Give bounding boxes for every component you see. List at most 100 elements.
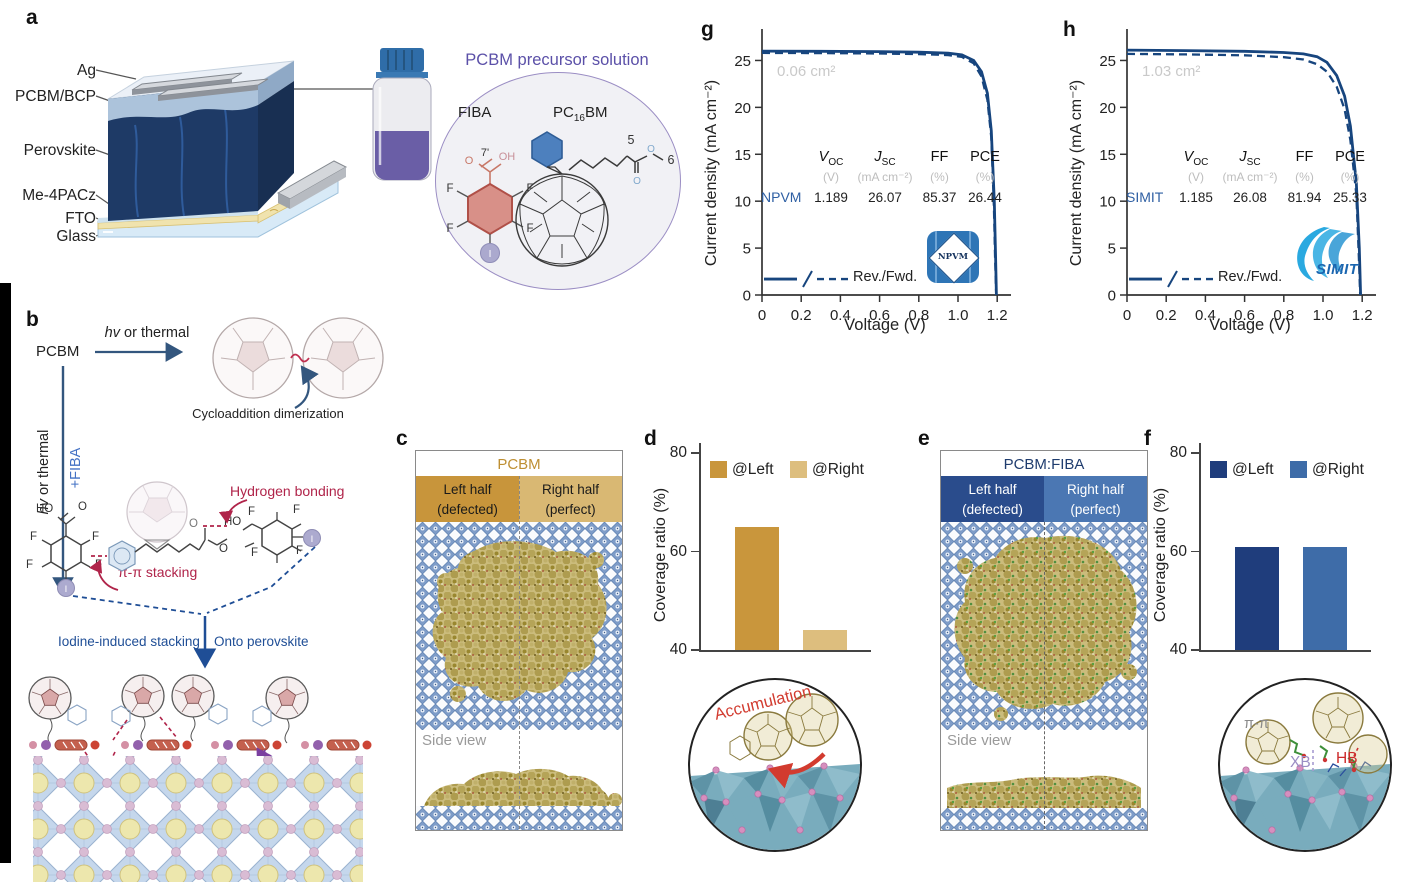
svg-text:10: 10 (734, 194, 751, 211)
hb-label: HB (1336, 750, 1358, 767)
sim-title-pcbm-fiba: PCBM:FIBA (1003, 456, 1085, 473)
panel-label-a: a (26, 6, 38, 29)
atom-o: O (189, 518, 198, 530)
layer-label-perovskite: Perovskite (23, 142, 96, 159)
svg-text:15: 15 (734, 147, 751, 164)
pi-stacking-label: π-π stacking (118, 564, 198, 580)
side-view-label: Side view (422, 732, 487, 749)
interactions-3d-render (1220, 692, 1390, 850)
h-jv-table: VOC JSC FF PCE (V) (mA cm⁻²) (%) (%) SIM… (1126, 149, 1367, 205)
svg-text:O: O (647, 144, 655, 155)
precursor-solution-oval (435, 72, 681, 290)
svg-text:5: 5 (1108, 241, 1116, 258)
g-y-axis-label: Current density (mA cm⁻²) (703, 79, 720, 267)
g-legend-label: Rev./Fwd. (853, 269, 918, 285)
atom-f: F (92, 531, 100, 543)
svg-text:0: 0 (1108, 288, 1116, 305)
svg-text:I: I (489, 249, 492, 260)
svg-text:0: 0 (743, 288, 751, 305)
g-jv-table: VOC JSC FF PCE (V) (mA cm⁻²) (%) (%) NPV… (761, 149, 1002, 205)
svg-text:25: 25 (1099, 53, 1116, 70)
svg-text:0.8: 0.8 (908, 307, 929, 324)
svg-text:F: F (526, 223, 533, 235)
hydrogen-bonding-label: Hydrogen bonding (230, 483, 345, 499)
g-area-label: 0.06 cm² (777, 63, 836, 80)
svg-text:20: 20 (1099, 100, 1116, 117)
atom-f: F (30, 531, 38, 543)
panel-e-simulation: PCBM:FIBA Left half (defected) Right half… (940, 450, 1148, 831)
svg-text:0.8: 0.8 (1273, 307, 1294, 324)
right-half-header: Right half (perfect) (519, 476, 622, 522)
h-y-axis-label: Current density (mA cm⁻²) (1068, 79, 1085, 267)
atom-f: F (293, 504, 301, 516)
svg-text:1.2: 1.2 (987, 307, 1008, 324)
atom-ho: HO (36, 503, 54, 515)
jv-chart-npvm: 0 5 10 15 20 25 0 0.2 0.4 0.6 0.8 1.0 1.2 Current de… (695, 15, 1055, 345)
left-half-header: Left half (defected) (416, 476, 519, 522)
svg-text:OH: OH (499, 151, 516, 163)
svg-text:0: 0 (1123, 307, 1131, 324)
xb-label: XB (1290, 754, 1311, 771)
cycloaddition-label: Cycloaddition dimerization (192, 406, 344, 421)
sim-title-pcbm: PCBM (497, 456, 541, 473)
svg-text:5: 5 (628, 133, 635, 147)
svg-text:15: 15 (1099, 147, 1116, 164)
h-x-axis-label: Voltage (V) (1209, 316, 1291, 334)
svg-text:7': 7' (481, 147, 489, 159)
layer-label-ag: Ag (77, 62, 96, 79)
side-view-label: Side view (947, 732, 1012, 749)
layer-label-pcbm-bcp: PCBM/BCP (15, 88, 96, 105)
simit-logo: SIMIT (1286, 223, 1378, 287)
accumulation-3d-render (690, 693, 860, 850)
svg-text:10: 10 (1099, 194, 1116, 211)
half-divider-line (519, 476, 520, 829)
svg-text:I: I (65, 584, 68, 595)
h-area-label: 1.03 cm² (1142, 63, 1201, 80)
half-divider-line (1044, 522, 1045, 829)
svg-text:0: 0 (758, 307, 766, 324)
device-3d-illustration (95, 48, 432, 238)
layer-label-fto: FTO (65, 210, 96, 227)
svg-text:25: 25 (734, 53, 751, 70)
svg-text:6: 6 (668, 153, 675, 167)
svg-text:O: O (633, 176, 641, 187)
svg-text:0.2: 0.2 (1156, 307, 1177, 324)
onto-perovskite-label: Onto perovskite (214, 634, 309, 649)
svg-text:O: O (465, 155, 474, 167)
left-half-header: Left half (defected) (941, 476, 1044, 522)
npvm-logo: NPVM (927, 231, 980, 284)
panel-label-f: f (1144, 427, 1151, 450)
svg-text:I: I (311, 534, 314, 545)
panel-label-h: h (1063, 18, 1076, 41)
panel-label-e: e (918, 427, 930, 450)
svg-text:0.6: 0.6 (869, 307, 890, 324)
accumulation-inset: Accumulation (688, 678, 862, 852)
layer-label-glass: Glass (56, 228, 96, 245)
panel-label-g: g (701, 18, 714, 41)
layer-label-me4pacz: Me-4PACz (22, 187, 96, 204)
svg-text:0.4: 0.4 (830, 307, 851, 324)
svg-text:1.0: 1.0 (1313, 307, 1334, 324)
atom-f: F (248, 506, 256, 518)
panel-label-d: d (644, 427, 657, 450)
sim-headers: Left half (defected) Right half (perfect) (941, 476, 1147, 522)
coverage-chart-pcbm: Coverage ratio (%) 40 60 80 @Left @Right (646, 437, 888, 669)
pcbm-text: PCBM (36, 343, 80, 360)
g-x-axis-label: Voltage (V) (844, 316, 926, 334)
svg-text:20: 20 (734, 100, 751, 117)
svg-text:F: F (446, 223, 453, 235)
svg-text:0.4: 0.4 (1195, 307, 1216, 324)
fiba-label: FIBA (458, 104, 492, 121)
pi-pi-label: π-π (1244, 716, 1269, 732)
atom-f: F (296, 545, 304, 557)
atom-f: F (26, 559, 34, 571)
svg-text:1.0: 1.0 (948, 307, 969, 324)
panel-c-simulation: PCBM Left half (defected) Right half (perf… (415, 450, 623, 831)
panel-label-c: c (396, 427, 408, 450)
iodine-stacking-label: Iodine-induced stacking (58, 634, 200, 649)
right-half-header: Right half (perfect) (1044, 476, 1147, 522)
svg-text:1.2: 1.2 (1352, 307, 1373, 324)
pc16bm-label: PC16BM (553, 104, 608, 124)
svg-text:F: F (446, 183, 453, 195)
